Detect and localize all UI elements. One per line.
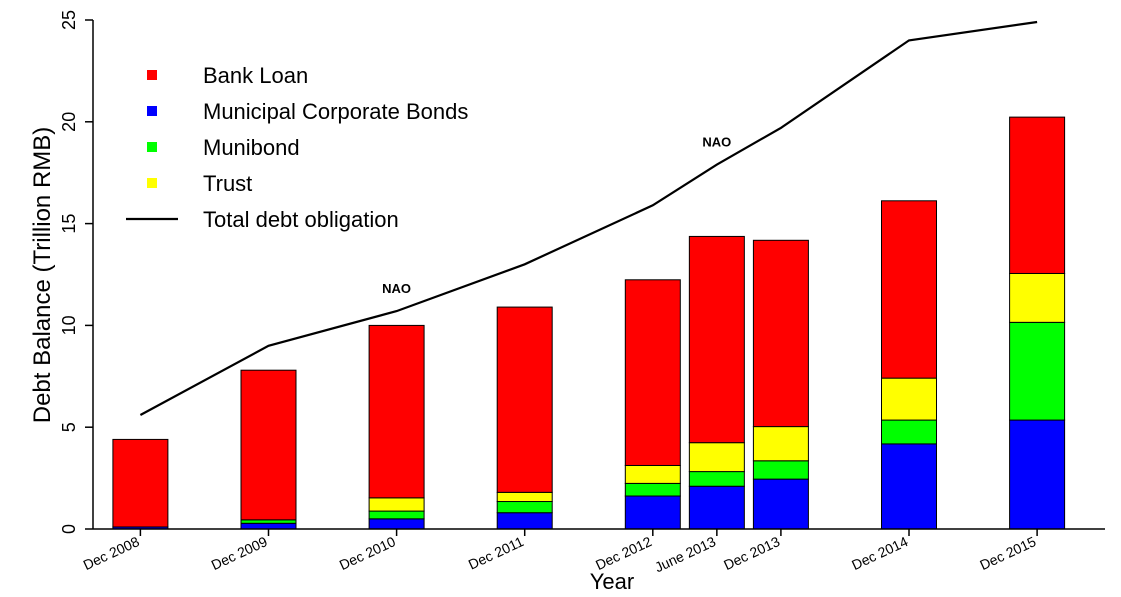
bar-segment — [624, 279, 681, 466]
total-debt-line — [139, 20, 1038, 416]
bar-segment — [624, 495, 681, 530]
bar-segment — [1009, 419, 1066, 530]
x-tick-label: Dec 2011 — [466, 533, 526, 572]
bar-segment — [112, 438, 169, 528]
y-axis-title: Debt Balance (Trillion RMB) — [29, 127, 56, 424]
legend-swatch — [147, 70, 157, 80]
legend-swatch — [147, 106, 157, 116]
x-tick-label: Dec 2008 — [81, 533, 142, 573]
bar-segment — [240, 519, 297, 524]
bars-layer — [112, 116, 1066, 530]
legend-label: Trust — [203, 171, 252, 196]
x-tick-label: Dec 2015 — [977, 533, 1038, 573]
x-tick-label: June 2013 — [652, 533, 718, 575]
bar-segment — [496, 306, 553, 493]
y-tick-label: 0 — [59, 524, 79, 534]
bar-segment — [368, 518, 425, 530]
x-tick-label: Dec 2010 — [337, 533, 398, 573]
bar-segment — [1009, 116, 1066, 274]
bar-segment — [496, 491, 553, 503]
bar-segment — [624, 482, 681, 497]
x-tick-label: Dec 2014 — [849, 533, 910, 573]
x-tick-label: Dec 2012 — [593, 533, 654, 573]
bar-segment — [368, 324, 425, 499]
bar-segment — [881, 419, 938, 445]
legend-label: Municipal Corporate Bonds — [203, 99, 468, 124]
bar-segment — [881, 200, 938, 379]
bar-segment — [368, 497, 425, 512]
line-layer — [139, 20, 1038, 416]
y-tick-label: 5 — [59, 422, 79, 432]
legend-swatch — [147, 178, 157, 188]
bar-segment — [240, 522, 297, 530]
y-tick-label: 25 — [59, 10, 79, 30]
annotation-label: NAO — [702, 135, 731, 150]
x-axis-title: Year — [590, 569, 634, 594]
bar-segment — [1009, 321, 1066, 421]
x-tick-label: Dec 2009 — [209, 533, 270, 573]
bar-segment — [1009, 272, 1066, 323]
legend-label: Total debt obligation — [203, 207, 399, 232]
bar-segment — [688, 471, 745, 487]
bar-segment — [752, 239, 809, 428]
legend-swatch — [147, 142, 157, 152]
bar-segment — [240, 369, 297, 521]
y-tick-label: 20 — [59, 112, 79, 132]
bar-segment — [688, 485, 745, 530]
y-tick-label: 15 — [59, 214, 79, 234]
bar-segment — [368, 510, 425, 520]
bar-segment — [688, 442, 745, 473]
bar-segment — [752, 478, 809, 530]
annotations-layer: NAO NAO — [382, 135, 731, 297]
bar-segment — [752, 426, 809, 462]
legend-layer: Bank Loan Municipal Corporate Bonds Munibo… — [126, 63, 468, 232]
legend-label: Munibond — [203, 135, 300, 160]
bar-segment — [881, 377, 938, 421]
bar-segment — [752, 460, 809, 480]
axes-layer: 0 5 10 15 20 25 Dec 2008 Dec 2009 Dec 2010 Dec 20… — [59, 10, 1105, 575]
y-tick-label: 10 — [59, 315, 79, 335]
x-tick-label: Dec 2013 — [721, 533, 782, 573]
bar-segment — [496, 501, 553, 514]
annotation-label: NAO — [382, 281, 411, 296]
bar-segment — [624, 464, 681, 484]
bar-segment — [496, 512, 553, 530]
legend-label: Bank Loan — [203, 63, 308, 88]
bar-segment — [881, 443, 938, 530]
bar-segment — [688, 235, 745, 444]
